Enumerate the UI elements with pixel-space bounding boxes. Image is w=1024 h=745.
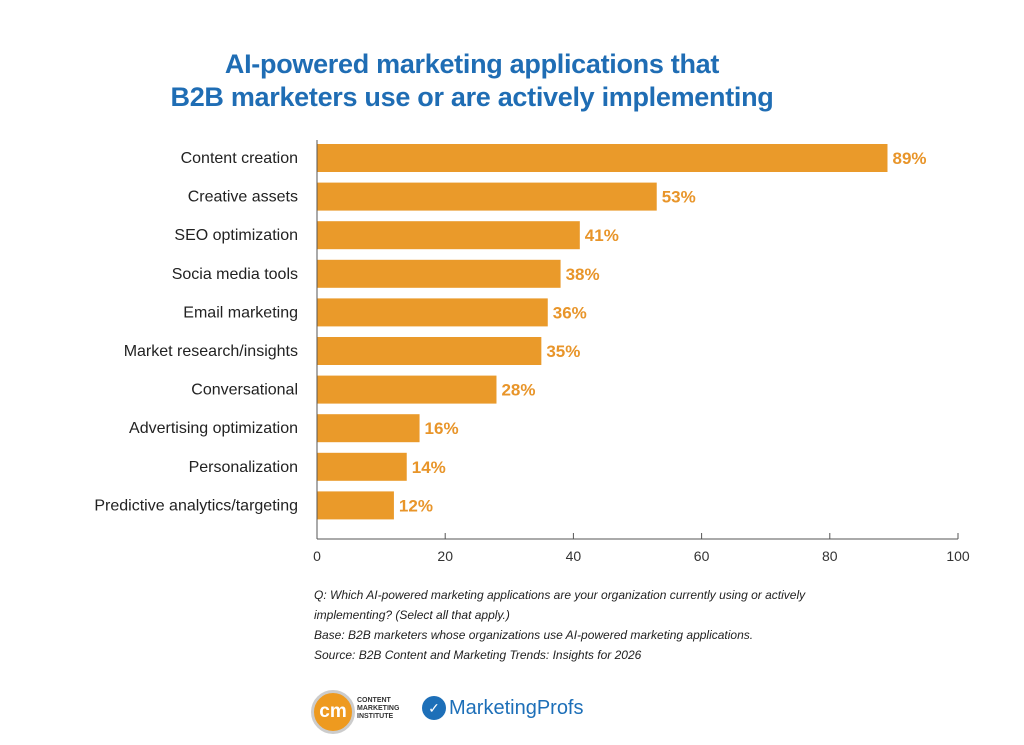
bar [317,259,561,288]
category-label: Content creation [181,150,298,167]
data-label: 38% [566,265,600,284]
x-tick-label: 20 [437,548,453,564]
bar [317,221,580,250]
bar [317,337,542,365]
bar [317,375,497,404]
category-label: Market research/insights [124,343,298,360]
data-label: 53% [662,188,696,207]
bar [317,144,888,172]
chart-title-line-1: AI-powered marketing applications that [224,49,720,79]
category-label: Creative assets [188,189,298,206]
category-label: Socia media tools [172,266,298,283]
bar [317,452,407,481]
data-label: 28% [501,381,535,400]
note-source: Source: B2B Content and Marketing Trends… [314,648,642,662]
cmi-logo-icon: cm [311,690,355,734]
note-base: Base: B2B marketers whose organizations … [314,628,754,642]
category-label: Conversational [191,382,298,399]
category-label: Email marketing [183,304,298,321]
cmi-logo-text: CONTENT MARKETING INSTITUTE [357,697,400,720]
x-tick-label: 100 [946,548,970,564]
x-tick-label: 60 [694,548,710,564]
data-label: 14% [412,458,446,477]
marketingprofs-logo-icon: ✓ [422,696,446,720]
data-label: 12% [399,496,433,515]
data-label: 36% [553,303,587,322]
data-label: 16% [425,419,459,438]
chart-title-line-2: B2B marketers use or are actively implem… [170,82,774,112]
x-tick-label: 80 [822,548,838,564]
x-tick-label: 0 [313,548,321,564]
category-label: Predictive analytics/targeting [94,497,298,514]
marketingprofs-logo-text: MarketingProfs [449,697,584,719]
data-label: 35% [546,342,580,361]
bar [317,414,420,443]
category-label: SEO optimization [174,227,298,244]
bar [317,491,394,520]
bar-chart: Content creation 89% Creative assets 53% SEO… [94,140,970,564]
x-tick-label: 40 [566,548,582,564]
data-label: 89% [892,149,926,168]
data-label: 41% [585,226,619,245]
bar [317,182,657,211]
bar [317,298,548,327]
note-question-1: Q: Which AI-powered marketing applicatio… [314,588,806,602]
category-label: Advertising optimization [129,420,298,437]
note-question-2: implementing? (Select all that apply.) [314,608,510,622]
category-label: Personalization [189,459,298,476]
